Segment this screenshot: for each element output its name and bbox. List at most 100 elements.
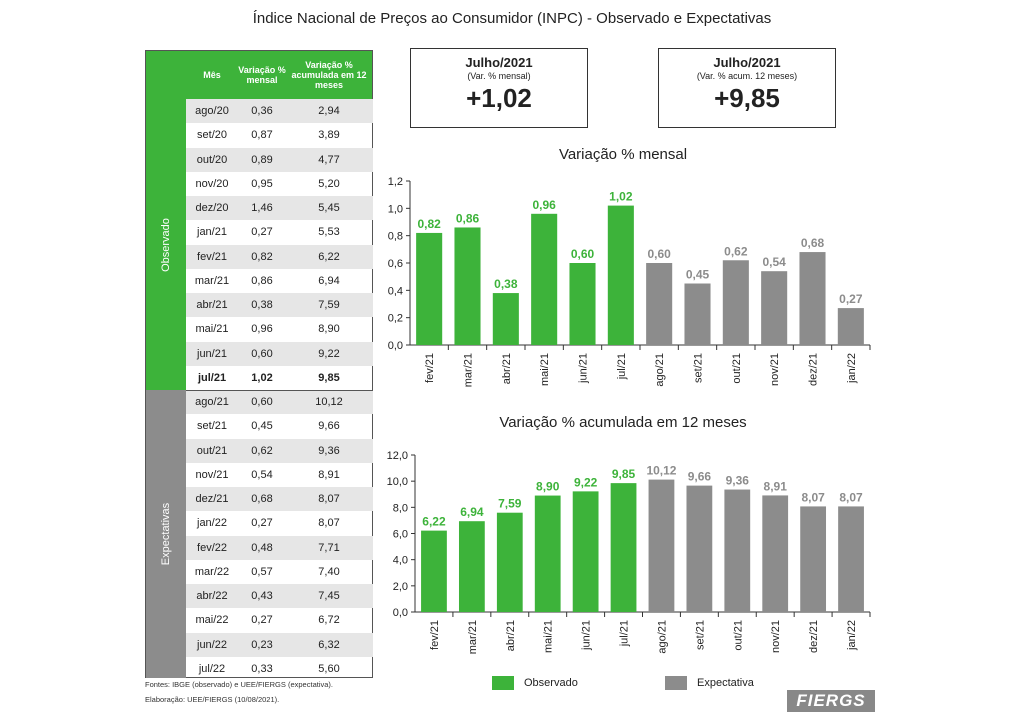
table-row: dez/21 0,68 8,07 (186, 487, 373, 512)
bar (416, 232, 443, 345)
table-row: mai/22 0,27 6,72 (186, 608, 373, 632)
x-tick-label: ago/21 (654, 353, 666, 387)
accum-box-title: Julho/2021 (713, 55, 781, 70)
header-accumulated: Variação % acumulada em 12 meses (286, 51, 372, 99)
observed-label: Observado (160, 217, 172, 272)
table-cell-month: mai/22 (195, 614, 229, 627)
table-row: fev/22 0,48 7,71 (186, 535, 373, 560)
header-month: Mês (186, 51, 238, 99)
table-cell-month: fev/22 (197, 541, 227, 554)
table-cell-monthly: 0,27 (251, 517, 273, 530)
bar (838, 506, 864, 612)
x-tick-label: fev/21 (424, 353, 436, 383)
table-cell-month: jan/21 (197, 226, 227, 239)
table-cell-accumulated: 6,32 (318, 638, 340, 651)
table-cell-monthly: 0,96 (251, 323, 273, 336)
data-label: 0,96 (532, 198, 556, 212)
section-divider (186, 390, 373, 391)
table-cell-monthly: 0,23 (251, 638, 273, 651)
x-tick-label: mar/21 (463, 353, 475, 387)
table-cell-month: jun/22 (197, 638, 227, 651)
table-cell-month: dez/20 (195, 202, 229, 214)
data-table: Mês Variação % mensal Variação % acumula… (145, 50, 373, 678)
data-label: 0,60 (571, 247, 595, 261)
table-cell-monthly: 0,87 (251, 129, 273, 142)
x-tick-label: out/21 (732, 620, 744, 651)
accum-box-value: +9,85 (714, 83, 780, 113)
table-row: dez/20 1,46 5,45 (186, 196, 373, 221)
monthly-box-title: Julho/2021 (465, 55, 533, 70)
table-cell-month: mar/22 (194, 565, 230, 578)
x-tick-label: abr/21 (505, 620, 517, 651)
x-tick-label: nov/21 (770, 620, 782, 653)
table-cell-monthly: 0,33 (251, 662, 273, 675)
table-cell-accumulated: 9,22 (318, 347, 340, 360)
table-cell-monthly: 0,54 (251, 468, 273, 481)
data-label: 9,85 (612, 467, 636, 481)
table-row: nov/21 0,54 8,91 (186, 463, 373, 487)
page-title: Índice Nacional de Preços ao Consumidor … (252, 10, 772, 27)
chart-monthly: 0,0 0,2 0,4 0,6 0,8 1,0 1,2 0,82 fev/21 0,86 mar/2… (388, 176, 871, 387)
table-row: set/20 0,87 3,89 (186, 123, 373, 147)
y-tick-label: 6,0 (393, 529, 408, 541)
y-tick-label: 12,0 (387, 450, 408, 462)
x-tick-label: jun/21 (581, 620, 593, 651)
table-cell-monthly: 0,86 (251, 274, 273, 287)
table-row: jun/22 0,23 6,32 (186, 632, 373, 657)
table-row: out/21 0,62 9,36 (186, 438, 373, 463)
table-row: abr/21 0,38 7,59 (186, 293, 373, 318)
table-cell-monthly: 0,36 (251, 105, 273, 117)
table-cell-monthly: 0,62 (251, 444, 273, 457)
table-cell-month: nov/21 (195, 468, 229, 481)
table-row: mai/21 0,96 8,90 (186, 317, 373, 341)
table-cell-month: jul/22 (198, 662, 226, 675)
data-label: 0,54 (762, 255, 786, 269)
bar (761, 271, 788, 345)
table-cell-month: ago/21 (195, 396, 229, 408)
y-tick-label: 0,4 (388, 285, 403, 297)
y-tick-label: 8,0 (393, 502, 408, 514)
bar (799, 252, 826, 345)
chart-accumulated: 0,0 2,0 4,0 6,0 8,0 10,0 12,0 6,22 fev/21 6,94 mar… (387, 450, 871, 654)
data-label: 0,82 (417, 217, 441, 231)
bar (572, 491, 599, 612)
data-label: 0,38 (494, 277, 518, 291)
table-cell-month: ago/20 (195, 105, 229, 117)
bar (724, 489, 751, 612)
y-tick-label: 10,0 (387, 476, 408, 488)
sources-note: Fontes: IBGE (observado) e UEE/FIERGS (e… (145, 680, 333, 689)
chart1-title: Variação % mensal (558, 146, 688, 163)
bar (569, 263, 596, 345)
table-cell-month: jun/21 (197, 347, 227, 360)
table-cell-accumulated: 6,22 (318, 250, 340, 263)
data-label: 0,68 (801, 236, 825, 250)
legend-expected: Expectativa (665, 676, 754, 690)
table-row: ago/21 0,60 10,12 (186, 390, 373, 415)
elaboration-note: Elaboração: UEE/FIERGS (10/08/2021). (145, 695, 280, 704)
table-row: jul/21 1,02 9,85 (186, 366, 373, 390)
x-tick-label: mai/21 (539, 353, 551, 386)
table-cell-monthly: 0,27 (251, 226, 273, 239)
x-tick-label: set/21 (694, 620, 706, 650)
bar (531, 213, 558, 345)
data-label: 8,07 (801, 490, 825, 504)
bar (607, 205, 634, 345)
observed-side-label: Observado (146, 99, 186, 390)
bar (421, 530, 447, 612)
table-cell-monthly: 0,57 (251, 565, 273, 578)
legend-observed-swatch (492, 676, 514, 690)
expected-side-label: Expectativas (146, 390, 186, 678)
table-cell-accumulated: 9,36 (318, 444, 340, 457)
bar (496, 512, 523, 612)
y-tick-label: 1,0 (388, 203, 403, 215)
data-label: 10,12 (646, 464, 676, 478)
table-corner (146, 51, 186, 99)
table-row: out/20 0,89 4,77 (186, 147, 373, 172)
table-cell-month: set/21 (197, 420, 227, 433)
bar (534, 495, 561, 612)
table-cell-monthly: 1,46 (251, 202, 273, 214)
table-cell-monthly: 0,38 (251, 299, 273, 311)
bar (722, 260, 749, 345)
table-cell-monthly: 0,48 (251, 541, 273, 554)
table-cell-accumulated: 5,53 (318, 226, 340, 239)
